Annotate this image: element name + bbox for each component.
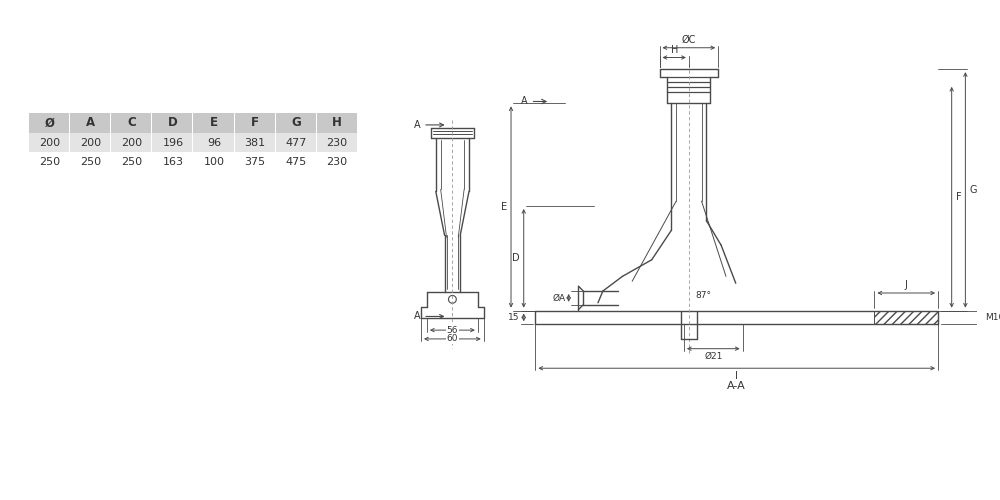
Bar <box>29 132 69 152</box>
Text: 250: 250 <box>80 157 101 167</box>
Text: F: F <box>956 192 961 202</box>
Text: 100: 100 <box>203 157 224 167</box>
Text: G: G <box>969 185 977 195</box>
Text: A: A <box>521 96 528 106</box>
Bar <box>276 113 316 132</box>
Text: F: F <box>251 116 259 130</box>
Text: 196: 196 <box>162 138 184 147</box>
Text: A: A <box>86 116 95 130</box>
Text: 250: 250 <box>39 157 60 167</box>
Text: 56: 56 <box>447 326 458 334</box>
Text: G: G <box>291 116 301 130</box>
Bar <box>276 132 316 152</box>
Bar <box>193 132 234 152</box>
Text: I: I <box>735 371 738 381</box>
Text: D: D <box>168 116 178 130</box>
Bar <box>874 310 938 324</box>
Text: 475: 475 <box>285 157 307 167</box>
Text: 96: 96 <box>207 138 221 147</box>
Text: 250: 250 <box>121 157 142 167</box>
Text: M10: M10 <box>985 313 1000 322</box>
Bar <box>317 132 357 152</box>
Bar <box>70 132 110 152</box>
Text: 230: 230 <box>327 138 348 147</box>
Bar <box>152 132 192 152</box>
Text: 60: 60 <box>447 334 458 344</box>
Text: ØA: ØA <box>553 294 566 302</box>
Text: A: A <box>414 120 420 130</box>
Bar <box>70 113 110 132</box>
Text: 230: 230 <box>327 157 348 167</box>
Bar <box>111 113 151 132</box>
Text: A: A <box>414 312 420 322</box>
Text: 200: 200 <box>121 138 142 147</box>
Bar <box>193 113 234 132</box>
Text: 200: 200 <box>80 138 101 147</box>
Text: 163: 163 <box>162 157 183 167</box>
Bar <box>152 113 192 132</box>
Text: 375: 375 <box>244 157 266 167</box>
Bar <box>111 132 151 152</box>
Text: Ø21: Ø21 <box>704 352 722 360</box>
Text: 477: 477 <box>285 138 307 147</box>
Text: Ø: Ø <box>45 116 55 130</box>
Text: E: E <box>210 116 218 130</box>
Text: C: C <box>128 116 136 130</box>
Text: J: J <box>905 280 908 290</box>
Bar <box>317 113 357 132</box>
Text: D: D <box>512 254 520 264</box>
Text: H: H <box>671 44 678 54</box>
Bar <box>235 132 275 152</box>
Text: A-A: A-A <box>727 381 746 391</box>
Bar <box>29 113 69 132</box>
Bar <box>235 113 275 132</box>
Text: 381: 381 <box>244 138 266 147</box>
Text: 200: 200 <box>39 138 60 147</box>
Text: 87°: 87° <box>696 292 712 300</box>
Text: H: H <box>332 116 342 130</box>
Text: E: E <box>501 202 507 212</box>
Text: 15: 15 <box>508 313 520 322</box>
Text: ØC: ØC <box>682 35 696 45</box>
